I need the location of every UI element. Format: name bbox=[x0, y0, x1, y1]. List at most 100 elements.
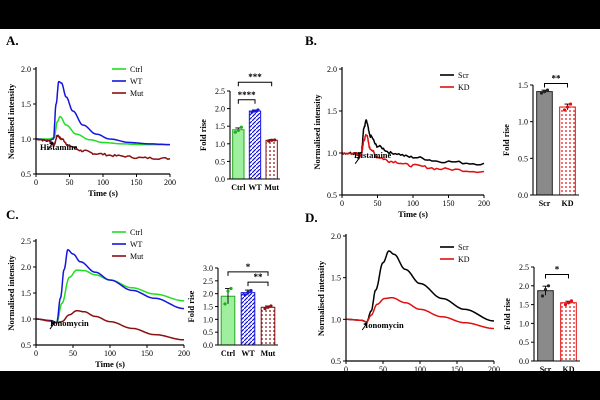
bar-y-tick-label: 1.0 bbox=[519, 319, 529, 328]
data-point bbox=[273, 138, 277, 142]
significance-label: * bbox=[555, 265, 560, 275]
data-point bbox=[267, 139, 271, 143]
legend-label-wt: WT bbox=[130, 77, 143, 86]
x-axis-label: Time (s) bbox=[398, 209, 428, 219]
bar-wt bbox=[248, 110, 262, 180]
y-tick-label: 1.0 bbox=[331, 315, 341, 324]
legend-label-mut: Mut bbox=[130, 252, 144, 261]
legend-label-scr: Scr bbox=[458, 71, 469, 80]
bar-y-tick-label: 0.5 bbox=[519, 338, 529, 347]
x-tick-label: 150 bbox=[443, 199, 455, 208]
annotation-arrowhead bbox=[50, 321, 55, 326]
legend-label-kd: KD bbox=[458, 83, 470, 92]
line-chart-B: 0.5 1.0 1.5 2.0 0 50 100 150 200 Time (s) Normalis… bbox=[312, 65, 490, 219]
bar-kd bbox=[559, 106, 576, 196]
annotation-label: Histamine bbox=[354, 150, 392, 160]
data-point bbox=[239, 125, 243, 129]
x-tick-label: 0 bbox=[340, 199, 344, 208]
x-tick-label: 150 bbox=[451, 365, 463, 371]
y-tick-label: 1.5 bbox=[21, 289, 31, 298]
data-point bbox=[563, 303, 568, 307]
annotation-arrowhead bbox=[356, 155, 361, 160]
data-point bbox=[543, 287, 548, 292]
annotation-label: Histamine bbox=[40, 142, 78, 152]
y-tick-label: 1.0 bbox=[21, 135, 31, 144]
x-tick-label: 200 bbox=[178, 349, 190, 358]
x-tick-label: 50 bbox=[66, 178, 74, 187]
legend: Scr KD bbox=[440, 243, 470, 264]
x-axis-label: Time (s) bbox=[88, 188, 118, 198]
panel-label-B: B. bbox=[305, 33, 317, 48]
y-tick-label: 2.0 bbox=[21, 263, 31, 272]
series-line-kd bbox=[341, 133, 485, 174]
series-line-scr bbox=[346, 250, 495, 323]
bar-y-tick-label: 3.0 bbox=[203, 264, 213, 273]
data-point bbox=[545, 88, 550, 92]
legend-label-wt: WT bbox=[130, 240, 143, 249]
data-point bbox=[236, 128, 240, 133]
y-tick-label: 2.0 bbox=[327, 65, 337, 74]
legend: Ctrl WT Mut bbox=[112, 228, 144, 261]
x-tick-label: 200 bbox=[478, 199, 490, 208]
y-tick-label: 1.5 bbox=[327, 107, 337, 116]
series-line-wt bbox=[36, 249, 185, 324]
data-point bbox=[269, 304, 273, 308]
significance-label: * bbox=[246, 262, 251, 272]
bar-y-tick-label: 2.5 bbox=[203, 277, 213, 286]
bar-chart-C: Ctrl WT Mut 0.0 0.5 1.0 1.5 2.0 2.5 3.0 Fold rise *… bbox=[186, 262, 278, 358]
data-point bbox=[270, 138, 274, 142]
panel-A: A. 0.5 1.0 1.5 2.0 0 50 100 150 200 Time (s) Normal… bbox=[6, 33, 280, 198]
significance-label: ** bbox=[254, 272, 264, 282]
bar-chart-D: Scr KD 0.0 0.5 1.0 1.5 2.0 2.5 Fold rise * bbox=[502, 263, 580, 374]
bar-mut bbox=[265, 139, 278, 180]
bar-chart-B: Scr KD 0.0 0.5 1.0 1.5 Fold rise ** bbox=[501, 74, 579, 208]
bar-y-tick-label: 0.0 bbox=[518, 191, 528, 200]
x-tick-label: 50 bbox=[69, 349, 77, 358]
panel-label-D: D. bbox=[305, 210, 318, 225]
y-axis-label: Normalised intensity bbox=[6, 255, 16, 331]
data-point bbox=[246, 290, 250, 294]
y-tick-label: 1.0 bbox=[21, 315, 31, 324]
bar-y-tick-label: 1.5 bbox=[203, 303, 213, 312]
significance-bracket bbox=[544, 83, 568, 88]
annotation-label: Ionomycin bbox=[365, 320, 404, 330]
y-tick-label: 0.5 bbox=[21, 170, 31, 179]
significance-label: ** bbox=[552, 74, 562, 84]
bar-scr bbox=[537, 290, 554, 362]
x-tick-label: 50 bbox=[379, 365, 387, 371]
category-label-scr: Scr bbox=[540, 365, 552, 371]
legend: Scr KD bbox=[440, 71, 470, 92]
bar-y-tick-label: 0.5 bbox=[215, 157, 225, 166]
line-chart-A: 0.5 1.0 1.5 2.0 0 50 100 150 200 Time (s) Normalis… bbox=[6, 65, 176, 198]
bar-wt bbox=[240, 292, 256, 346]
bar-y-tick-label: 1.5 bbox=[518, 81, 528, 90]
legend-label-ctrl: Ctrl bbox=[130, 65, 143, 74]
y-tick-label: 0.5 bbox=[21, 341, 31, 350]
x-tick-label: 100 bbox=[414, 365, 426, 371]
data-point bbox=[243, 293, 247, 297]
y-axis-label: Normalised intensity bbox=[6, 83, 16, 159]
category-label-wt: WT bbox=[241, 349, 255, 358]
bar-scr bbox=[536, 91, 553, 196]
bar-y-tick-label: 1.0 bbox=[215, 140, 225, 149]
data-point bbox=[263, 306, 267, 311]
data-point bbox=[229, 286, 233, 291]
annotation-arrowhead bbox=[363, 322, 368, 326]
data-point bbox=[562, 108, 567, 112]
y-axis-label: Normalised intensity bbox=[316, 260, 326, 336]
significance-bracket bbox=[247, 281, 269, 287]
x-tick-label: 50 bbox=[374, 199, 382, 208]
legend-label-mut: Mut bbox=[130, 89, 144, 98]
category-label-kd: KD bbox=[562, 199, 574, 208]
bar-y-tick-label: 0.5 bbox=[203, 328, 213, 337]
category-label-scr: Scr bbox=[539, 199, 551, 208]
data-point bbox=[266, 305, 270, 309]
bar-y-tick-label: 2.0 bbox=[203, 290, 213, 299]
x-tick-label: 100 bbox=[104, 349, 116, 358]
y-axis-label: Normalised intensity bbox=[312, 94, 322, 170]
bar-y-tick-label: 2.0 bbox=[519, 282, 529, 291]
data-point bbox=[566, 301, 571, 305]
series-line-scr bbox=[341, 119, 485, 166]
bar-y-axis-label: Fold rise bbox=[502, 298, 512, 330]
